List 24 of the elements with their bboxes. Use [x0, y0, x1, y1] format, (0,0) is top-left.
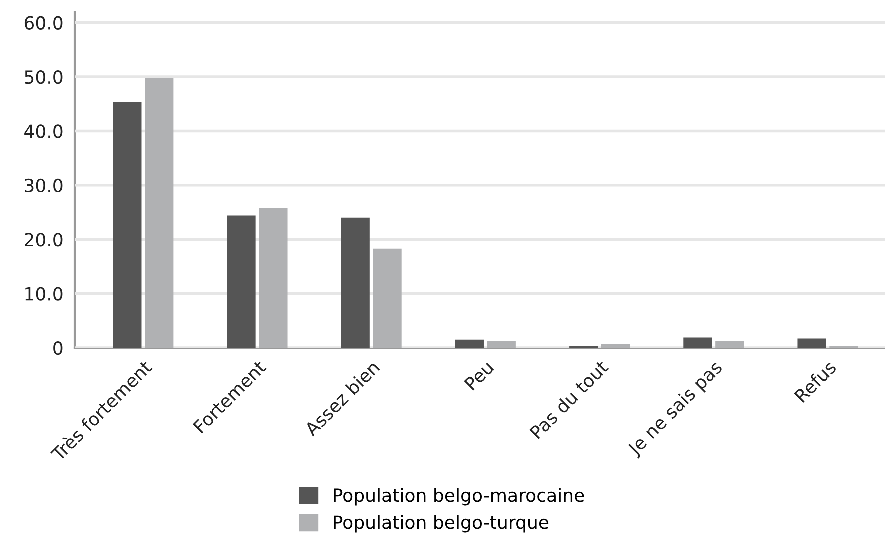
x-tick-label: Pas du tout — [529, 359, 610, 440]
y-tick-label: 20.0 — [25, 233, 63, 247]
bar — [487, 340, 516, 348]
bar — [341, 218, 370, 348]
y-tick-label: 50.0 — [25, 70, 63, 84]
legend-label: Population belgo-marocaine — [334, 488, 584, 506]
bar — [455, 340, 484, 348]
bar — [798, 338, 826, 348]
y-tick-label: 10.0 — [26, 287, 63, 301]
bar — [113, 102, 142, 348]
x-tick-label: Peu — [464, 360, 494, 391]
x-tick-label: Je ne sais pas — [626, 360, 726, 460]
y-tick-label: 40.0 — [24, 124, 63, 138]
bar — [227, 216, 256, 348]
bar — [373, 248, 402, 348]
y-tick-label: 60.0 — [24, 16, 63, 30]
bar — [602, 344, 630, 348]
bar — [684, 338, 712, 348]
bar — [716, 340, 744, 348]
y-tick-label: 0 — [54, 341, 63, 356]
bar — [145, 78, 174, 348]
y-tick-label: 30.0 — [25, 178, 63, 193]
bar — [259, 208, 288, 348]
legend-label: Population belgo-turque — [334, 515, 549, 533]
